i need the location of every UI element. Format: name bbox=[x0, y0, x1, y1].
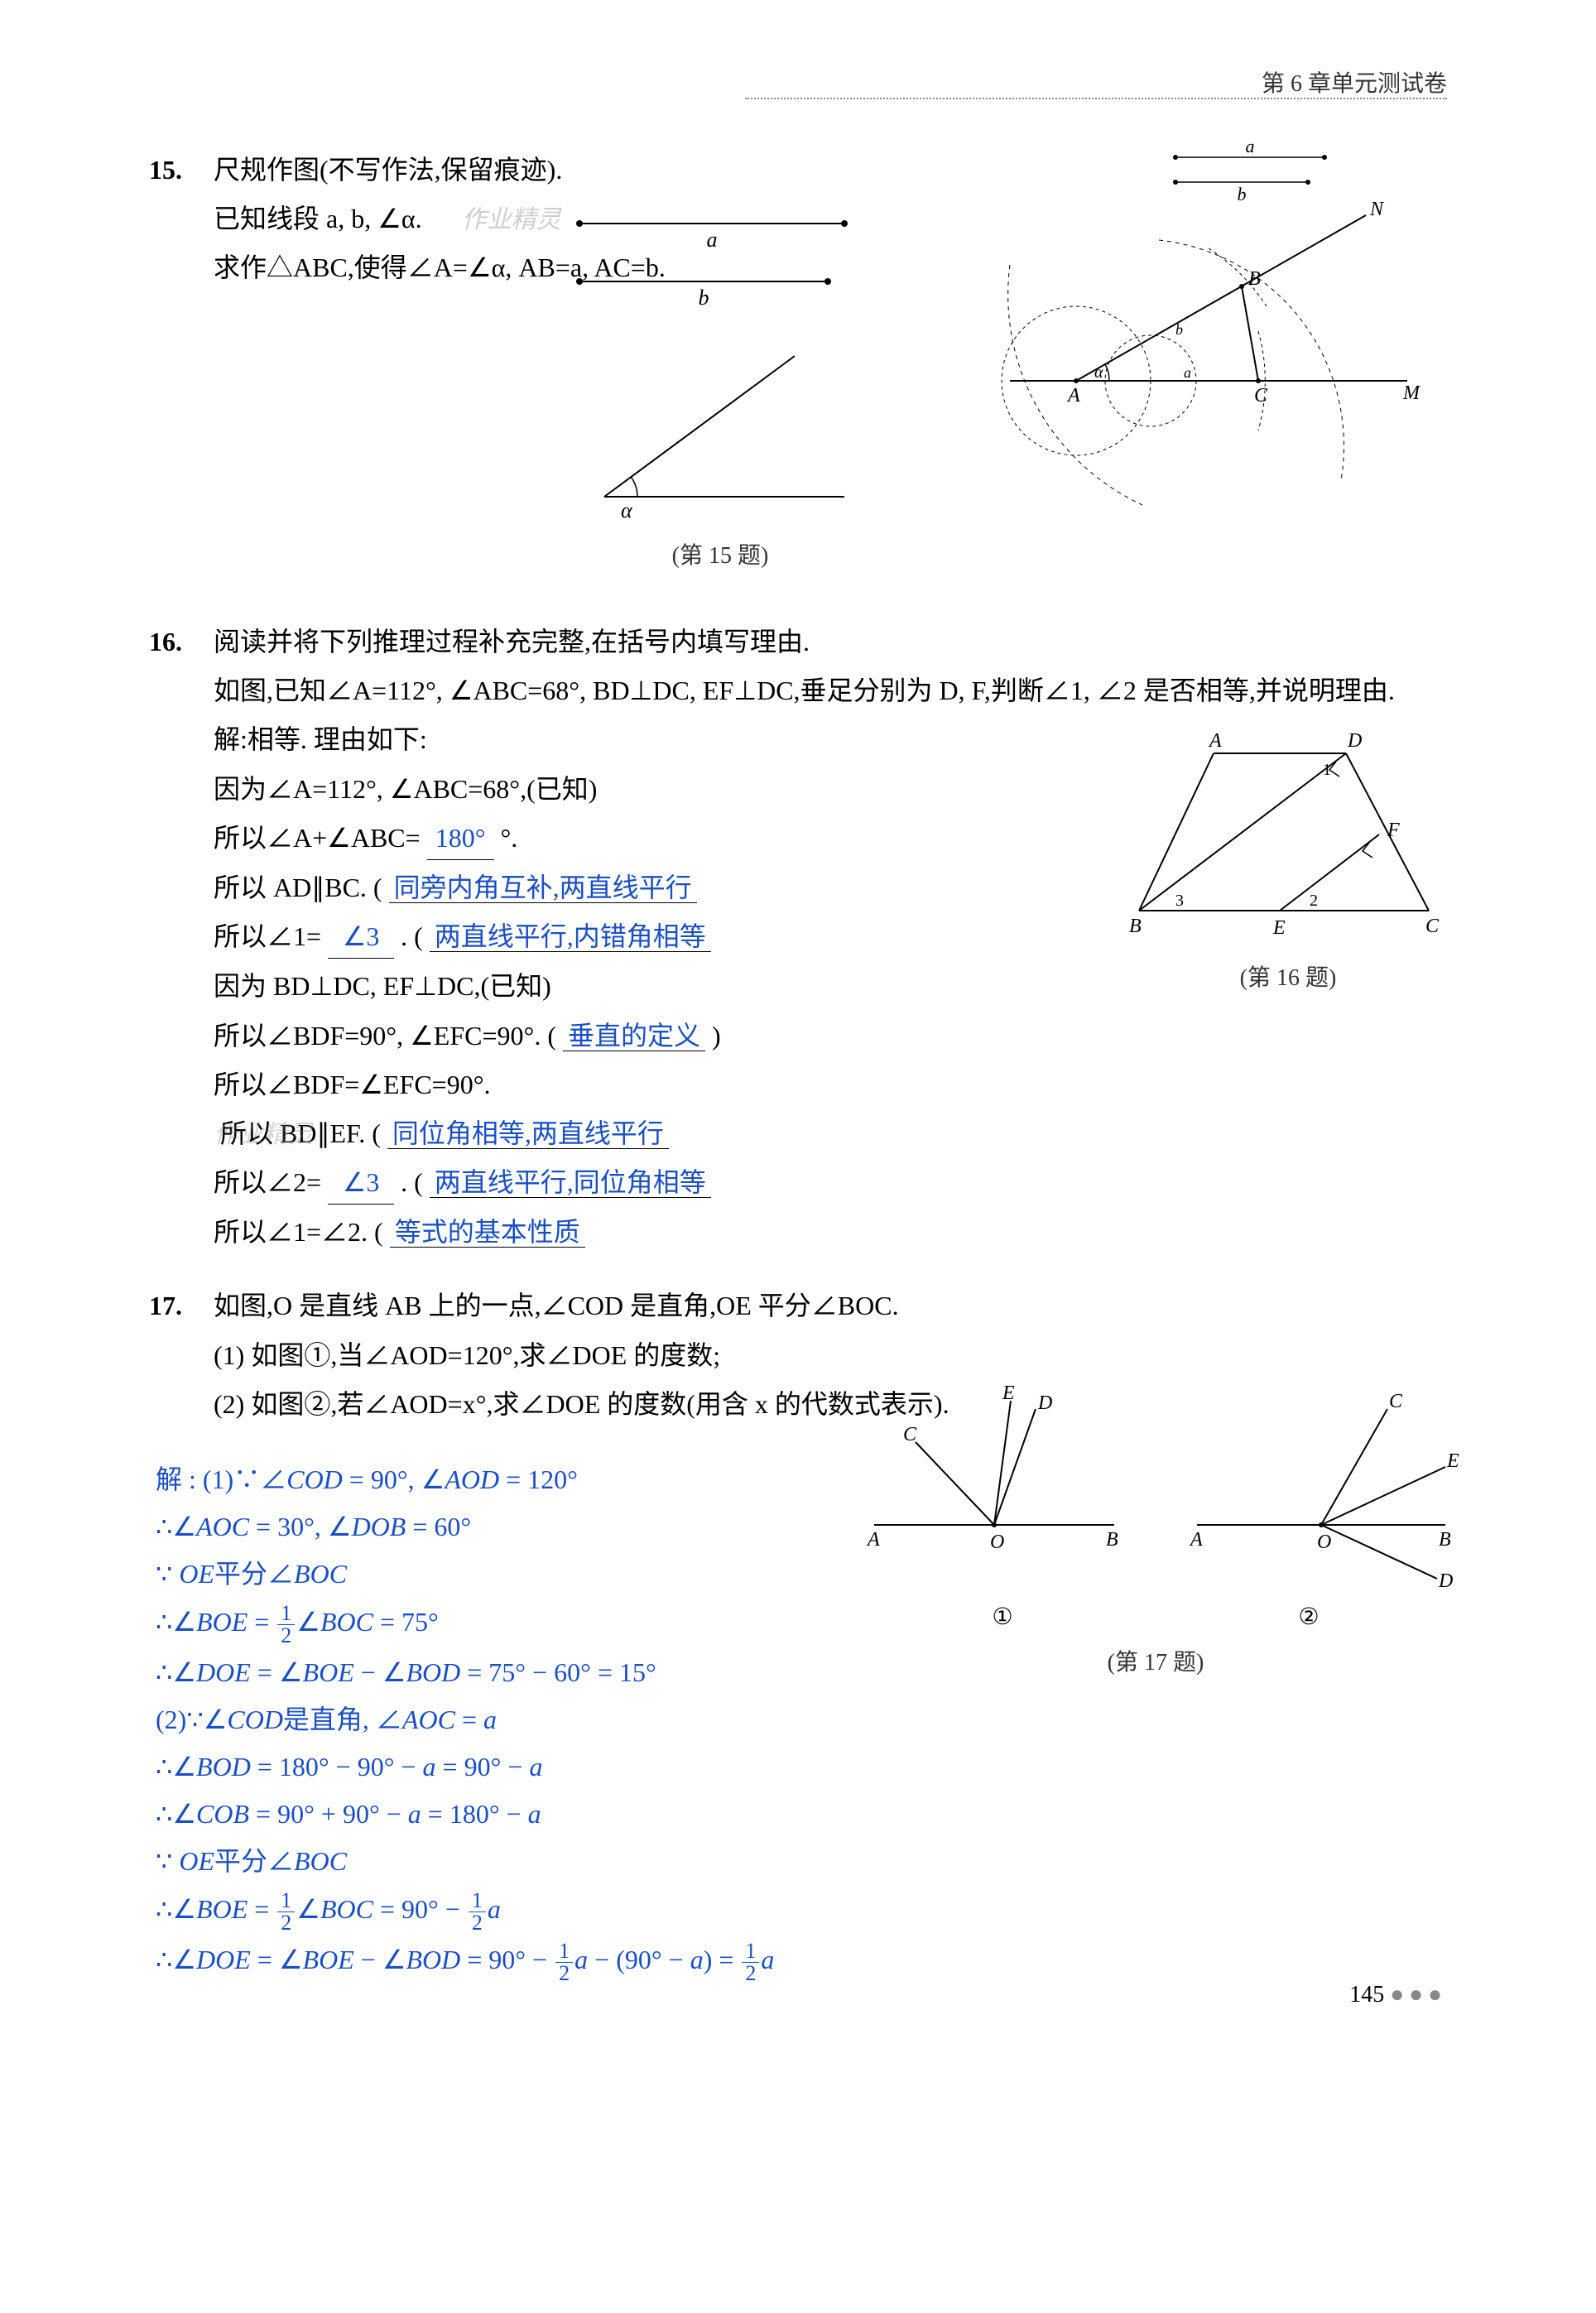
svg-text:A: A bbox=[1208, 730, 1222, 752]
p17-setup: 如图,O 是直线 AB 上的一点,∠COD 是直角,OE 平分∠BOC. bbox=[214, 1285, 1445, 1327]
svg-text:D: D bbox=[1438, 1570, 1453, 1592]
svg-text:a: a bbox=[1184, 364, 1191, 381]
svg-text:M: M bbox=[1402, 382, 1421, 404]
p17-sol-5: (2)∵∠COD是直角, ∠AOC = a bbox=[156, 1699, 801, 1741]
svg-text:C: C bbox=[1254, 385, 1268, 406]
svg-text:B: B bbox=[1106, 1529, 1118, 1551]
svg-text:C: C bbox=[1389, 1391, 1403, 1412]
seg-a-label: a bbox=[707, 228, 718, 252]
p16-intro: 阅读并将下列推理过程补充完整,在括号内填写理由. bbox=[214, 621, 1445, 663]
svg-text:3: 3 bbox=[1175, 892, 1184, 910]
svg-text:O: O bbox=[990, 1532, 1004, 1553]
p17-sol-3: ∴∠BOE = 12∠BOC = 75° bbox=[156, 1601, 801, 1647]
svg-text:O: O bbox=[1317, 1532, 1331, 1553]
p16-blank-8: 两直线平行,同位角相等 bbox=[430, 1167, 711, 1198]
svg-text:A: A bbox=[1066, 385, 1080, 406]
p16-proof-10: 所以∠1=∠2. ( 等式的基本性质 bbox=[214, 1211, 1445, 1253]
p15-construction-diagram: a b M A N bbox=[911, 132, 1424, 530]
problem-17-number: 17. bbox=[149, 1285, 207, 1327]
problem-17: 17. 如图,O 是直线 AB 上的一点,∠COD 是直角,OE 平分∠BOC.… bbox=[149, 1285, 1447, 1989]
svg-text:E: E bbox=[1446, 1450, 1459, 1472]
problem-16: 16. 阅读并将下列推理过程补充完整,在括号内填写理由. 如图,已知∠A=112… bbox=[149, 621, 1447, 1260]
svg-text:a: a bbox=[1246, 136, 1255, 156]
p16-proof-8: 作业精灵 所以 BD∥EF. ( 同位角相等,两直线平行 bbox=[214, 1113, 1445, 1155]
page-dots-icon: ●●● bbox=[1390, 1982, 1447, 2008]
p17-sol-9: ∴∠BOE = 12∠BOC = 90° − 12a bbox=[156, 1888, 801, 1934]
svg-text:D: D bbox=[1347, 730, 1362, 752]
p17-label-1: ① bbox=[992, 1599, 1012, 1637]
p16-caption: (第 16 题) bbox=[1114, 960, 1462, 998]
svg-text:C: C bbox=[1425, 916, 1440, 937]
p17-sol-10: ∴∠DOE = ∠BOE − ∠BOD = 90° − 12a − (90° −… bbox=[156, 1939, 801, 1984]
problem-15-number: 15. bbox=[149, 149, 207, 191]
p16-blank-9: 等式的基本性质 bbox=[390, 1217, 585, 1248]
svg-text:B: B bbox=[1439, 1529, 1451, 1551]
p17-solution: 解 : (1)∵∠COD = 90°, ∠AOD = 120° ∴∠AOC = … bbox=[156, 1459, 801, 1984]
svg-text:α: α bbox=[1094, 363, 1103, 382]
svg-text:A: A bbox=[1189, 1529, 1203, 1551]
p17-q1: (1) 如图①,当∠AOD=120°,求∠DOE 的度数; bbox=[214, 1334, 1445, 1377]
p16-setup: 如图,已知∠A=112°, ∠ABC=68°, BD⊥DC, EF⊥DC,垂足分… bbox=[214, 670, 1445, 712]
p16-blank-5: 垂直的定义 bbox=[563, 1021, 705, 1051]
chapter-header: 第 6 章单元测试卷 bbox=[1262, 66, 1447, 103]
p17-sol-4: ∴∠DOE = ∠BOE − ∠BOD = 75° − 60° = 15° bbox=[156, 1652, 801, 1694]
seg-b-label: b bbox=[699, 286, 709, 310]
p16-blank-4: 两直线平行,内错角相等 bbox=[430, 921, 711, 952]
p16-proof-6: 所以∠BDF=90°, ∠EFC=90°. ( 垂直的定义 ) bbox=[214, 1015, 1445, 1057]
p15-given: 已知线段 a, b, ∠α. bbox=[214, 204, 422, 233]
svg-text:F: F bbox=[1387, 820, 1400, 841]
problem-16-number: 16. bbox=[149, 621, 207, 663]
svg-text:B: B bbox=[1129, 916, 1142, 937]
p17-sol-6: ∴∠BOD = 180° − 90° − a = 90° − a bbox=[156, 1746, 801, 1788]
p16-blank-6: 同位角相等,两直线平行 bbox=[387, 1118, 669, 1149]
p17-label-2: ② bbox=[1298, 1599, 1319, 1637]
svg-text:E: E bbox=[1272, 917, 1286, 939]
svg-text:b: b bbox=[1175, 321, 1183, 338]
p16-proof-9: 所以∠2= ∠3 . ( 两直线平行,同位角相等 bbox=[214, 1161, 1445, 1205]
p15-given-diagram: a b α (第 15 题) bbox=[546, 182, 894, 575]
svg-text:2: 2 bbox=[1310, 892, 1318, 910]
svg-text:A: A bbox=[866, 1529, 880, 1551]
svg-text:N: N bbox=[1369, 199, 1385, 220]
p15-caption: (第 15 题) bbox=[546, 538, 894, 575]
p16-diagram: A D B E C F 1 2 3 (第 16 题) bbox=[1114, 720, 1462, 998]
p17-sol-2: ∵ OE平分∠BOC bbox=[156, 1553, 801, 1595]
p16-blank-1: 180° bbox=[427, 817, 494, 860]
svg-text:b: b bbox=[1238, 184, 1247, 204]
svg-text:E: E bbox=[1002, 1384, 1015, 1404]
page-number: 145 ●●● bbox=[1349, 1977, 1447, 2014]
p16-blank-7: ∠3 bbox=[328, 1161, 394, 1205]
p17-sol-8: ∵ OE平分∠BOC bbox=[156, 1840, 801, 1883]
p16-proof-7: 所以∠BDF=∠EFC=90°. bbox=[214, 1064, 1445, 1106]
problem-15: 15. 尺规作图(不写作法,保留痕迹). 已知线段 a, b, ∠α. 作业精灵… bbox=[149, 149, 1447, 596]
angle-alpha-label: α bbox=[621, 498, 633, 522]
p17-sol-1: ∴∠AOC = 30°, ∠DOB = 60° bbox=[156, 1506, 801, 1548]
svg-text:D: D bbox=[1037, 1392, 1052, 1414]
p17-sol-0: 解 : (1)∵∠COD = 90°, ∠AOD = 120° bbox=[156, 1459, 801, 1501]
p16-blank-2: 同旁内角互补,两直线平行 bbox=[389, 873, 697, 903]
p17-sol-7: ∴∠COB = 90° + 90° − a = 180° − a bbox=[156, 1793, 801, 1835]
p17-diagram: A B O C D E bbox=[849, 1384, 1462, 1682]
p16-blank-3: ∠3 bbox=[328, 916, 394, 959]
watermark-2: 作业精灵 bbox=[214, 1121, 313, 1148]
svg-text:C: C bbox=[903, 1424, 917, 1445]
svg-text:1: 1 bbox=[1323, 761, 1331, 779]
p17-caption: (第 17 题) bbox=[849, 1645, 1462, 1682]
